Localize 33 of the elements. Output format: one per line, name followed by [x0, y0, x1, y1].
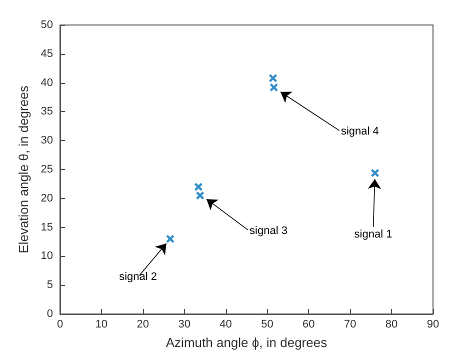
- x-tick-label: 20: [136, 318, 150, 330]
- annotation: signal 4: [340, 126, 379, 138]
- annotation: signal 2: [119, 270, 158, 283]
- x-tick-label: 70: [344, 318, 356, 330]
- x-tick-label: 60: [302, 318, 315, 330]
- y-tick-label: 0: [46, 308, 53, 320]
- point: [196, 192, 204, 200]
- y-tick-label: 30: [40, 134, 53, 147]
- x-tick-label: 30: [178, 318, 190, 330]
- x-tick-label: 50: [261, 318, 274, 330]
- x-tick-label: 40: [220, 318, 232, 330]
- y-tick-label: 35: [40, 106, 53, 118]
- y-tick-label: 15: [40, 221, 53, 234]
- y-tick-label: 10: [40, 250, 53, 262]
- point: [166, 234, 174, 243]
- annotation: signal 1: [354, 228, 392, 240]
- y-axis-title: Elevation angle θ, in degrees: [16, 85, 31, 254]
- x-tick-label: 10: [95, 318, 108, 330]
- y-tick-label: 5: [46, 279, 53, 292]
- x-tick-label: 80: [385, 318, 398, 330]
- x-tick-label: 0: [56, 318, 64, 330]
- point: [194, 182, 202, 191]
- y-tick-label: 40: [40, 76, 53, 89]
- point: [370, 168, 379, 177]
- y-tick-label: 20: [40, 192, 53, 204]
- annotation: signal 3: [250, 225, 288, 238]
- x-tick-label: 90: [426, 318, 440, 330]
- y-tick-label: 50: [40, 19, 53, 31]
- point: [270, 83, 278, 92]
- y-tick-label: 45: [40, 48, 53, 60]
- point: [269, 74, 278, 82]
- y-tick-label: 25: [40, 164, 53, 176]
- x-axis-title: Azimuth angle ϕ, in degrees: [166, 335, 328, 350]
